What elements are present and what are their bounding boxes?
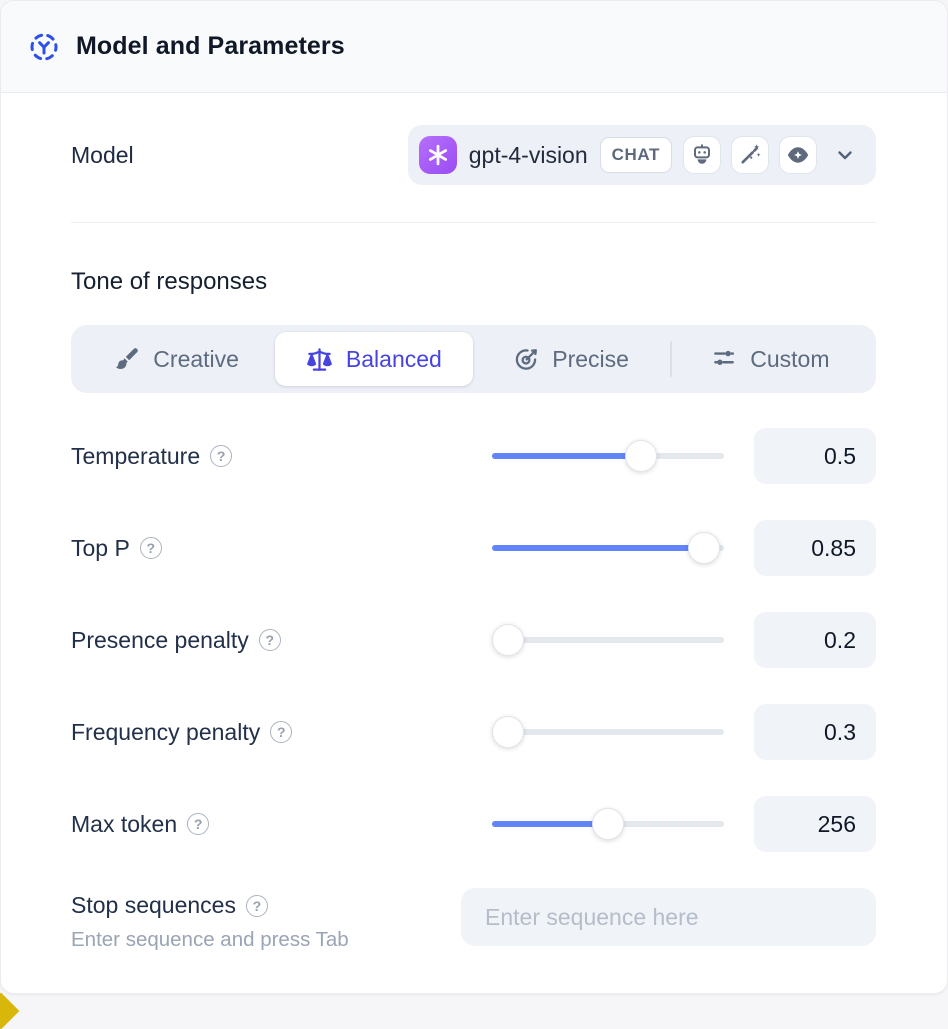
help-icon[interactable]: ? <box>210 445 233 467</box>
section-divider <box>71 222 876 223</box>
robot-icon <box>684 137 720 173</box>
parameter-list: Temperature ? 0.5 Top P ? 0.85 Presence … <box>71 428 876 852</box>
openai-logo <box>418 136 457 174</box>
slider-track <box>492 637 724 643</box>
model-label: Model <box>71 141 134 168</box>
parameter-value[interactable]: 0.2 <box>754 612 876 668</box>
parameter-value[interactable]: 0.85 <box>754 520 876 576</box>
parameter-label: Presence penalty <box>71 626 249 653</box>
slider-fill <box>492 821 600 827</box>
help-icon[interactable]: ? <box>245 894 268 917</box>
parameter-label: Frequency penalty <box>71 718 261 745</box>
parameter-slider[interactable] <box>492 808 724 840</box>
tone-option-divider <box>669 341 672 377</box>
param-row-temperature: Temperature ? 0.5 <box>71 428 876 484</box>
model-hub-icon <box>29 32 59 62</box>
tone-option-label: Precise <box>552 345 629 372</box>
stop-sequences-hint: Enter sequence and press Tab <box>71 928 349 951</box>
balance-scale-icon <box>306 346 333 373</box>
selected-model-name: gpt-4-vision <box>468 141 588 168</box>
sliders-icon <box>711 346 737 372</box>
parameter-value[interactable]: 0.5 <box>754 428 876 484</box>
parameter-label: Temperature <box>71 442 201 469</box>
param-row-frequency-penalty: Frequency penalty ? 0.3 <box>71 704 876 760</box>
tone-option-balanced[interactable]: Balanced <box>275 332 473 386</box>
help-icon[interactable]: ? <box>258 629 281 651</box>
slider-thumb[interactable] <box>625 440 657 472</box>
model-parameters-panel: Model and Parameters Model <box>0 0 948 994</box>
stop-sequences-row: Stop sequences ? Enter sequence and pres… <box>71 888 876 952</box>
parameter-value[interactable]: 0.3 <box>754 704 876 760</box>
model-select-dropdown[interactable]: gpt-4-vision CHAT <box>407 125 876 185</box>
magic-wand-icon <box>732 137 768 173</box>
panel-title: Model and Parameters <box>76 32 345 60</box>
slider-fill <box>492 453 633 459</box>
vision-eye-icon <box>780 137 816 173</box>
tone-segmented-control: Creative Balanced Precise Custom <box>71 325 876 393</box>
panel-header: Model and Parameters <box>1 1 947 93</box>
target-icon <box>513 346 539 372</box>
parameter-slider[interactable] <box>492 624 724 656</box>
tone-option-label: Creative <box>153 345 239 372</box>
param-row-presence-penalty: Presence penalty ? 0.2 <box>71 612 876 668</box>
slider-track <box>492 729 724 735</box>
tone-option-precise[interactable]: Precise <box>473 332 670 386</box>
paintbrush-icon <box>114 346 140 372</box>
parameter-label: Top P <box>71 534 130 561</box>
background-accent-corner <box>0 992 20 1029</box>
parameter-value[interactable]: 256 <box>754 796 876 852</box>
slider-thumb[interactable] <box>688 532 720 564</box>
help-icon[interactable]: ? <box>139 537 162 559</box>
slider-thumb[interactable] <box>592 808 624 840</box>
param-row-top-p: Top P ? 0.85 <box>71 520 876 576</box>
slider-fill <box>492 545 696 551</box>
slider-thumb[interactable] <box>492 624 524 656</box>
tone-option-label: Balanced <box>345 345 442 372</box>
stop-sequence-input[interactable] <box>461 888 876 946</box>
param-row-max-token: Max token ? 256 <box>71 796 876 852</box>
tone-section-heading: Tone of responses <box>71 268 268 295</box>
parameter-slider[interactable] <box>492 532 724 564</box>
parameter-slider[interactable] <box>492 716 724 748</box>
tone-option-label: Custom <box>750 345 830 372</box>
parameter-label: Max token <box>71 810 178 837</box>
parameter-slider[interactable] <box>492 440 724 472</box>
model-row: Model gpt-4-vi <box>71 125 876 185</box>
help-icon[interactable]: ? <box>270 721 293 743</box>
tone-option-creative[interactable]: Creative <box>78 332 275 386</box>
slider-thumb[interactable] <box>492 716 524 748</box>
stop-sequences-label: Stop sequences <box>71 892 236 918</box>
tone-option-custom[interactable]: Custom <box>672 332 869 386</box>
model-type-badge: CHAT <box>599 137 672 173</box>
chevron-down-icon <box>833 143 857 167</box>
help-icon[interactable]: ? <box>187 813 210 835</box>
